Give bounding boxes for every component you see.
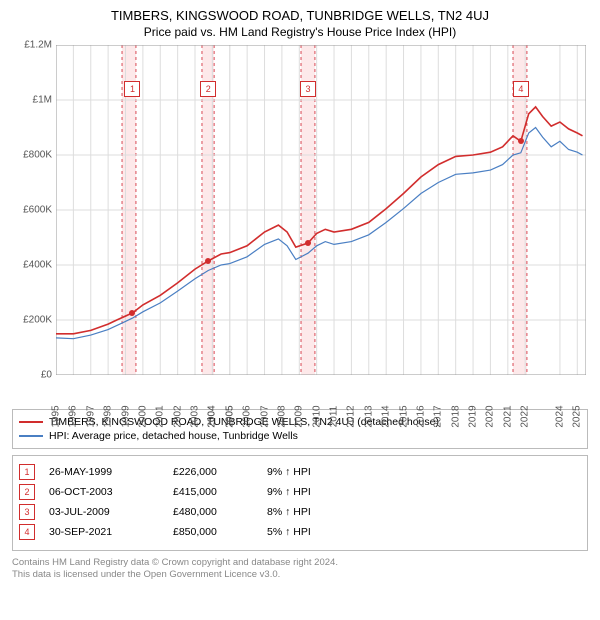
sale-row-date: 26-MAY-1999 — [49, 466, 159, 478]
x-tick-label: 2012 — [346, 405, 357, 427]
y-tick-label: £200K — [23, 315, 52, 326]
chart-plot-area: £0£200K£400K£600K£800K£1M£1.2M1234 — [56, 45, 586, 375]
sale-marker-box: 4 — [513, 81, 529, 97]
x-tick-label: 2017 — [433, 405, 444, 427]
x-tick-label: 2011 — [329, 406, 340, 428]
x-tick-label: 1996 — [68, 405, 79, 427]
footnote-line-1: Contains HM Land Registry data © Crown c… — [12, 557, 338, 568]
sale-row: 4 30-SEP-2021 £850,000 5% ↑ HPI — [19, 524, 581, 540]
x-axis-labels: 1995199619971998199920002001200220032004… — [56, 383, 586, 415]
x-tick-label: 2006 — [242, 405, 253, 427]
sale-row-diff: 9% ↑ HPI — [267, 466, 357, 478]
sale-row: 3 03-JUL-2009 £480,000 8% ↑ HPI — [19, 504, 581, 520]
x-tick-label: 1998 — [103, 405, 114, 427]
x-tick-label: 2010 — [311, 405, 322, 427]
legend-row: HPI: Average price, detached house, Tunb… — [19, 430, 581, 442]
sale-row-marker: 4 — [19, 524, 35, 540]
footnote-line-2: This data is licensed under the Open Gov… — [12, 569, 280, 580]
y-tick-label: £1M — [33, 95, 52, 106]
sale-dot — [305, 240, 311, 246]
footnote: Contains HM Land Registry data © Crown c… — [12, 557, 588, 582]
x-tick-label: 2004 — [207, 405, 218, 427]
sale-dot — [129, 310, 135, 316]
x-tick-label: 2024 — [554, 405, 565, 427]
x-tick-label: 2018 — [450, 405, 461, 427]
x-tick-label: 2019 — [468, 405, 479, 427]
x-tick-label: 2005 — [224, 405, 235, 427]
x-tick-label: 2016 — [415, 405, 426, 427]
x-tick-label: 2014 — [381, 405, 392, 427]
sale-row-diff: 8% ↑ HPI — [267, 506, 357, 518]
sale-marker-box: 1 — [124, 81, 140, 97]
sale-row-date: 06-OCT-2003 — [49, 486, 159, 498]
sale-marker-box: 3 — [300, 81, 316, 97]
x-tick-label: 2015 — [398, 405, 409, 427]
x-tick-label: 1995 — [51, 405, 62, 427]
y-tick-label: £800K — [23, 150, 52, 161]
sale-row-price: £226,000 — [173, 466, 253, 478]
legend-swatch — [19, 435, 43, 437]
x-tick-label: 2007 — [259, 405, 270, 427]
x-tick-label: 2009 — [294, 405, 305, 427]
chart-subtitle: Price paid vs. HM Land Registry's House … — [8, 25, 592, 39]
sales-table: 1 26-MAY-1999 £226,000 9% ↑ HPI 2 06-OCT-2003… — [12, 455, 588, 551]
x-tick-label: 2025 — [572, 405, 583, 427]
sale-row-price: £480,000 — [173, 506, 253, 518]
y-tick-label: £600K — [23, 205, 52, 216]
y-tick-label: £1.2M — [24, 40, 52, 51]
x-tick-label: 2020 — [485, 405, 496, 427]
x-tick-label: 2001 — [155, 405, 166, 427]
x-tick-label: 2002 — [172, 405, 183, 427]
x-tick-label: 2013 — [363, 405, 374, 427]
sale-dot — [205, 258, 211, 264]
x-tick-label: 2008 — [276, 405, 287, 427]
legend-swatch — [19, 421, 43, 423]
x-tick-label: 2022 — [520, 405, 531, 427]
sale-row-price: £850,000 — [173, 526, 253, 538]
x-tick-label: 2021 — [502, 405, 513, 427]
sale-marker-box: 2 — [200, 81, 216, 97]
sale-row: 1 26-MAY-1999 £226,000 9% ↑ HPI — [19, 464, 581, 480]
sale-row-date: 30-SEP-2021 — [49, 526, 159, 538]
sale-row-marker: 1 — [19, 464, 35, 480]
legend-label: HPI: Average price, detached house, Tunb… — [49, 430, 298, 442]
y-tick-label: £0 — [41, 370, 52, 381]
sale-dot — [518, 138, 524, 144]
sale-row-diff: 5% ↑ HPI — [267, 526, 357, 538]
x-tick-label: 1997 — [85, 405, 96, 427]
sale-row-date: 03-JUL-2009 — [49, 506, 159, 518]
sale-row-marker: 2 — [19, 484, 35, 500]
sale-row: 2 06-OCT-2003 £415,000 9% ↑ HPI — [19, 484, 581, 500]
chart-title: TIMBERS, KINGSWOOD ROAD, TUNBRIDGE WELLS… — [8, 8, 592, 23]
x-tick-label: 1999 — [120, 405, 131, 427]
y-tick-label: £400K — [23, 260, 52, 271]
sale-row-diff: 9% ↑ HPI — [267, 486, 357, 498]
x-tick-label: 2000 — [137, 405, 148, 427]
x-tick-label: 2003 — [190, 405, 201, 427]
sale-row-marker: 3 — [19, 504, 35, 520]
sale-row-price: £415,000 — [173, 486, 253, 498]
